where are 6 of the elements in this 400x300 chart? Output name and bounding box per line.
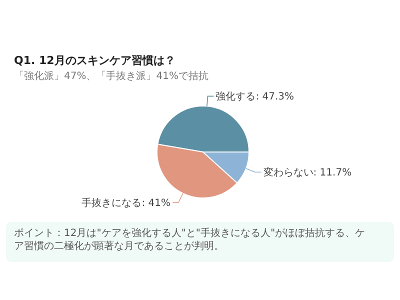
slice-label: 強化する: 47.3% <box>216 90 294 103</box>
chart-subtitle: 「強化派」47%、「手抜き派」41%で拮抗 <box>14 70 208 82</box>
chart-title: Q1. 12月のスキンケア習慣は？ <box>14 54 176 67</box>
slice-label: 変わらない: 11.7% <box>263 166 352 179</box>
text: ポイント：12月は"ケアを強化する人"と"手抜きになる人"がほぼ拮抗する、ケア習慣の二極化が顕著な月であることが判明。 <box>14 227 366 252</box>
slice-label: 手抜きになる: 41% <box>82 196 171 209</box>
